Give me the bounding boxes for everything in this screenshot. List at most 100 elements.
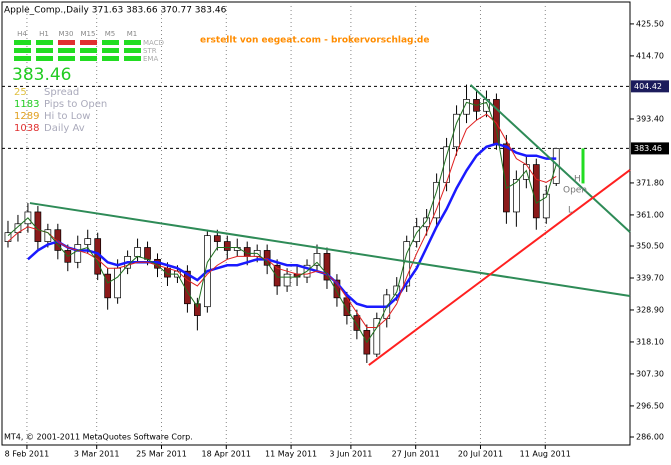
signal-cell bbox=[80, 56, 97, 61]
y-tick-label: 350.50 bbox=[636, 242, 664, 251]
stat-value: 1289 bbox=[14, 111, 39, 122]
signal-cell bbox=[14, 56, 31, 61]
candle-body bbox=[313, 253, 321, 266]
timeframe-label: H4 bbox=[17, 30, 27, 38]
candle-body bbox=[84, 238, 92, 245]
candle-body bbox=[273, 264, 281, 287]
x-tick-label: 11 Aug 2011 bbox=[520, 450, 571, 459]
x-tick-label: 20 Jul 2011 bbox=[458, 450, 503, 459]
signal-cell bbox=[102, 40, 119, 45]
y-tick-label: 393.40 bbox=[636, 114, 664, 123]
candle-body bbox=[513, 179, 520, 213]
y-tick-label: 371.80 bbox=[636, 178, 664, 187]
marker-label: L bbox=[568, 206, 573, 216]
y-tick-label: 318.10 bbox=[636, 337, 664, 346]
candle-body bbox=[433, 181, 440, 219]
candle-body bbox=[144, 247, 151, 260]
x-tick-label: 8 Feb 2011 bbox=[5, 450, 50, 459]
candle-body bbox=[463, 99, 470, 115]
y-tick-label: 328.90 bbox=[636, 305, 664, 314]
y-tick-label: 296.50 bbox=[636, 401, 664, 410]
timeframe-label: M1 bbox=[127, 30, 138, 38]
stat-value: 25 bbox=[14, 87, 27, 98]
indicator-line bbox=[7, 113, 557, 328]
x-tick-label: 27 Jun 2011 bbox=[392, 450, 440, 459]
signal-cell bbox=[36, 56, 53, 61]
signal-cell bbox=[80, 48, 97, 53]
signal-cell bbox=[36, 40, 53, 45]
timeframe-label: M15 bbox=[81, 30, 96, 38]
x-tick-label: 11 May 2011 bbox=[265, 450, 317, 459]
x-tick-label: 3 Jun 2011 bbox=[329, 450, 372, 459]
price-tag-bg bbox=[631, 142, 669, 155]
candle-body bbox=[503, 143, 510, 213]
indicator-label: STR bbox=[143, 47, 157, 55]
signal-cell bbox=[102, 56, 119, 61]
candle-body bbox=[542, 193, 550, 219]
candle-body bbox=[283, 273, 291, 287]
candle-body bbox=[423, 217, 430, 228]
y-tick-label: 307.30 bbox=[636, 369, 664, 378]
indicator-label: EMA bbox=[143, 55, 158, 63]
signal-cell bbox=[102, 48, 119, 53]
x-tick-label: 25 Mar 2011 bbox=[136, 450, 187, 459]
signal-cell bbox=[58, 56, 75, 61]
candle-body bbox=[223, 241, 231, 251]
y-tick-label: 286.00 bbox=[636, 433, 664, 442]
chart-title: Apple_Comp.,Daily 371.63 383.66 370.77 3… bbox=[4, 6, 227, 16]
timeframe-label: H1 bbox=[39, 30, 49, 38]
y-tick-label: 425.50 bbox=[636, 19, 664, 28]
trend-line bbox=[29, 202, 631, 298]
trend-line bbox=[469, 84, 631, 233]
candle-body bbox=[263, 250, 271, 266]
stat-value: 1183 bbox=[14, 99, 39, 110]
x-tick-label: 3 Mar 2011 bbox=[74, 450, 120, 459]
stat-label: Daily Av bbox=[44, 123, 85, 134]
signal-cell bbox=[124, 40, 141, 45]
signal-cell bbox=[124, 48, 141, 53]
price-tag-bg bbox=[631, 80, 669, 93]
candle-body bbox=[333, 279, 341, 299]
timeframe-label: M5 bbox=[105, 30, 116, 38]
candle-body bbox=[413, 226, 421, 242]
stat-label: Spread bbox=[44, 87, 79, 98]
signal-cell bbox=[36, 48, 53, 53]
marker-label: Open bbox=[563, 186, 587, 196]
x-tick-label: 18 Apr 2011 bbox=[202, 450, 251, 459]
y-tick-label: 414.70 bbox=[636, 51, 664, 60]
trend-line bbox=[368, 169, 631, 366]
candle-body bbox=[104, 273, 112, 299]
stat-label: Hi to Low bbox=[44, 111, 90, 122]
marker-label: H bbox=[574, 175, 581, 185]
indicator-line bbox=[27, 142, 557, 308]
watermark: erstellt von eegeat.com - brokervorschla… bbox=[200, 36, 429, 46]
timeframe-label: M30 bbox=[59, 30, 74, 38]
candle-body bbox=[373, 318, 381, 355]
signal-cell bbox=[124, 56, 141, 61]
copyright: MT4, © 2001-2011 MetaQuotes Software Cor… bbox=[4, 433, 193, 442]
stat-value: 1038 bbox=[14, 123, 39, 134]
signal-cell bbox=[14, 48, 31, 53]
candle-body bbox=[213, 235, 221, 242]
y-tick-label: 361.00 bbox=[636, 210, 664, 219]
indicator-label: MACD bbox=[143, 39, 164, 47]
candle-body bbox=[74, 244, 82, 263]
signal-cell bbox=[58, 48, 75, 53]
y-tick-label: 339.70 bbox=[636, 273, 664, 282]
signal-cell bbox=[58, 40, 75, 45]
signal-cell bbox=[14, 40, 31, 45]
candle-body bbox=[114, 267, 121, 299]
candle-body bbox=[323, 253, 331, 281]
panel-price: 383.46 bbox=[12, 65, 71, 85]
indicator-line bbox=[7, 101, 557, 344]
signal-cell bbox=[80, 40, 97, 45]
stat-label: Pips to Open bbox=[44, 99, 107, 110]
candle-body bbox=[353, 315, 361, 331]
candle-body bbox=[134, 247, 141, 257]
plot-frame bbox=[1, 1, 631, 446]
price-tag: 383.46 bbox=[634, 144, 662, 153]
candle-body bbox=[54, 229, 62, 251]
candle-body bbox=[453, 113, 460, 148]
candle-body bbox=[532, 164, 540, 219]
